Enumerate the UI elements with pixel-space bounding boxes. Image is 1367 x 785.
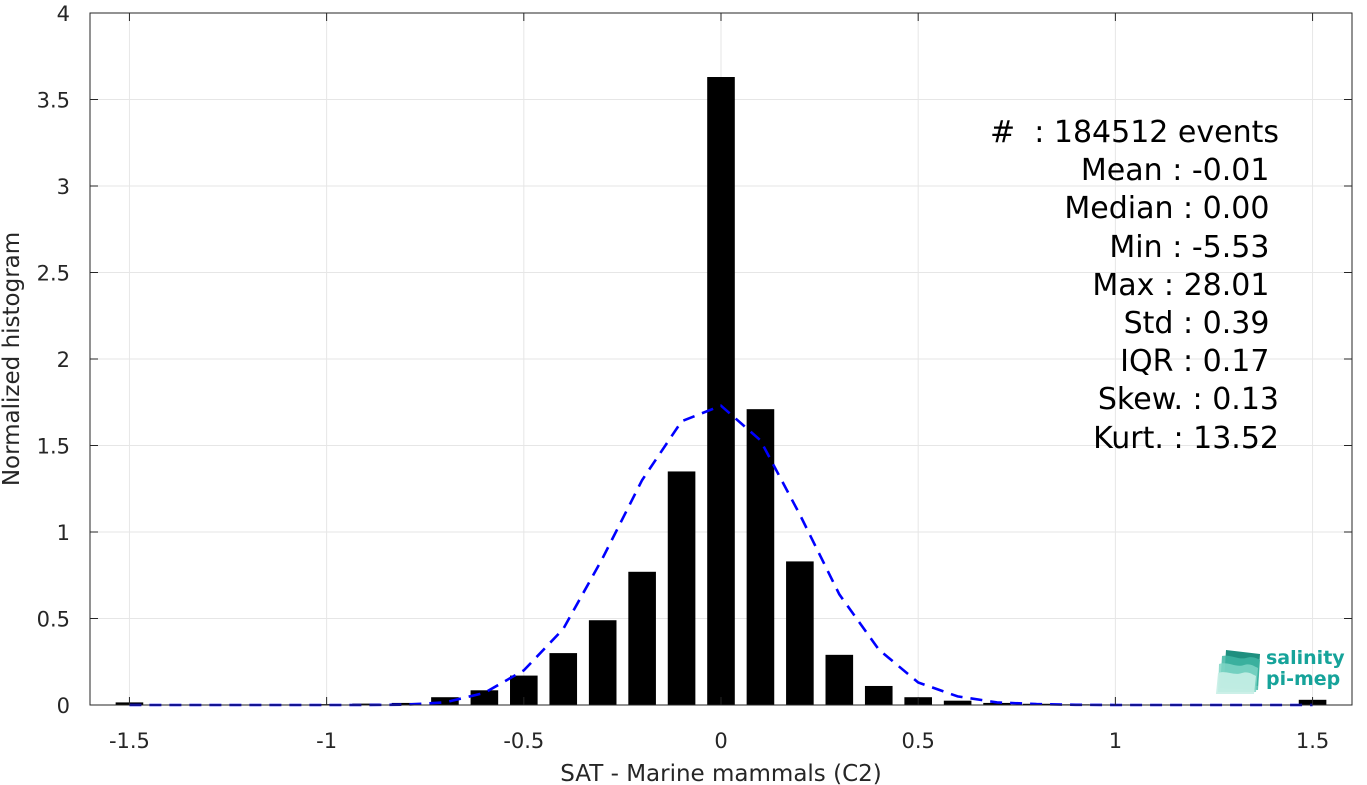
x-tick-label: -1.5 — [109, 729, 150, 753]
x-tick-label: 1.5 — [1296, 729, 1329, 753]
histogram-bars — [115, 77, 1327, 706]
y-tick-label: 1.5 — [37, 435, 70, 459]
stat-iqr: IQR : 0.17 — [1120, 344, 1279, 380]
histogram-bar — [746, 409, 775, 705]
x-axis-label: SAT - Marine mammals (C2) — [560, 761, 882, 785]
histogram-bar — [352, 703, 380, 705]
histogram-bar — [588, 620, 617, 705]
stat-std: Std : 0.39 — [1123, 306, 1279, 342]
logo-text: salinity pi-mep — [1266, 648, 1345, 690]
stat-median: Median : 0.00 — [1064, 191, 1279, 227]
y-tick-label: 1 — [57, 521, 70, 545]
logo-line-1: salinity — [1266, 647, 1345, 669]
y-tick-label: 4 — [57, 2, 70, 26]
stat-min: Min : -5.53 — [1109, 229, 1279, 265]
stat-kurt: Kurt. : 13.52 — [1093, 420, 1279, 456]
logo-line-2: pi-mep — [1266, 668, 1341, 690]
histogram-bar — [391, 702, 420, 705]
axis-ticks: -1.5 -1 -0.5 0 0.5 1 1.5 0 0.5 1 1.5 2 2.5 3 3.5 4 — [37, 2, 1352, 753]
x-tick-label: 1 — [1109, 729, 1122, 753]
x-tick-label: 0.5 — [901, 729, 934, 753]
y-tick-label: 0.5 — [37, 608, 70, 632]
salinity-pimep-logo: salinity pi-mep — [1216, 646, 1346, 696]
histogram-bar — [470, 690, 499, 705]
histogram-bar — [707, 77, 735, 705]
stat-mean: Mean : -0.01 — [1080, 153, 1279, 189]
x-tick-label: 0 — [714, 729, 727, 753]
histogram-bar — [628, 571, 656, 705]
x-tick-label: -0.5 — [503, 729, 544, 753]
y-tick-label: 0 — [57, 694, 70, 718]
histogram-bar — [864, 685, 893, 705]
stats-panel: # : 184512 events Mean : -0.01 Median : … — [990, 114, 1279, 458]
y-tick-label: 3 — [57, 175, 70, 199]
x-tick-label: -1 — [316, 729, 337, 753]
histogram-bar — [786, 561, 814, 705]
histogram-bar — [431, 697, 459, 705]
y-tick-label: 2 — [57, 348, 70, 372]
wave-logo-icon — [1216, 650, 1260, 694]
histogram-bar — [667, 471, 696, 705]
histogram-bar — [825, 654, 854, 705]
histogram-bar — [943, 700, 972, 705]
stat-skew: Skew. : 0.13 — [1097, 382, 1279, 418]
y-tick-label: 3.5 — [37, 89, 70, 113]
y-tick-label: 2.5 — [37, 262, 70, 286]
histogram-bar — [983, 702, 1011, 705]
stat-events: # : 184512 events — [990, 115, 1279, 150]
histogram-bar — [549, 653, 578, 705]
stat-max: Max : 28.01 — [1092, 267, 1279, 303]
y-axis-label: Normalized histogram — [0, 232, 25, 486]
